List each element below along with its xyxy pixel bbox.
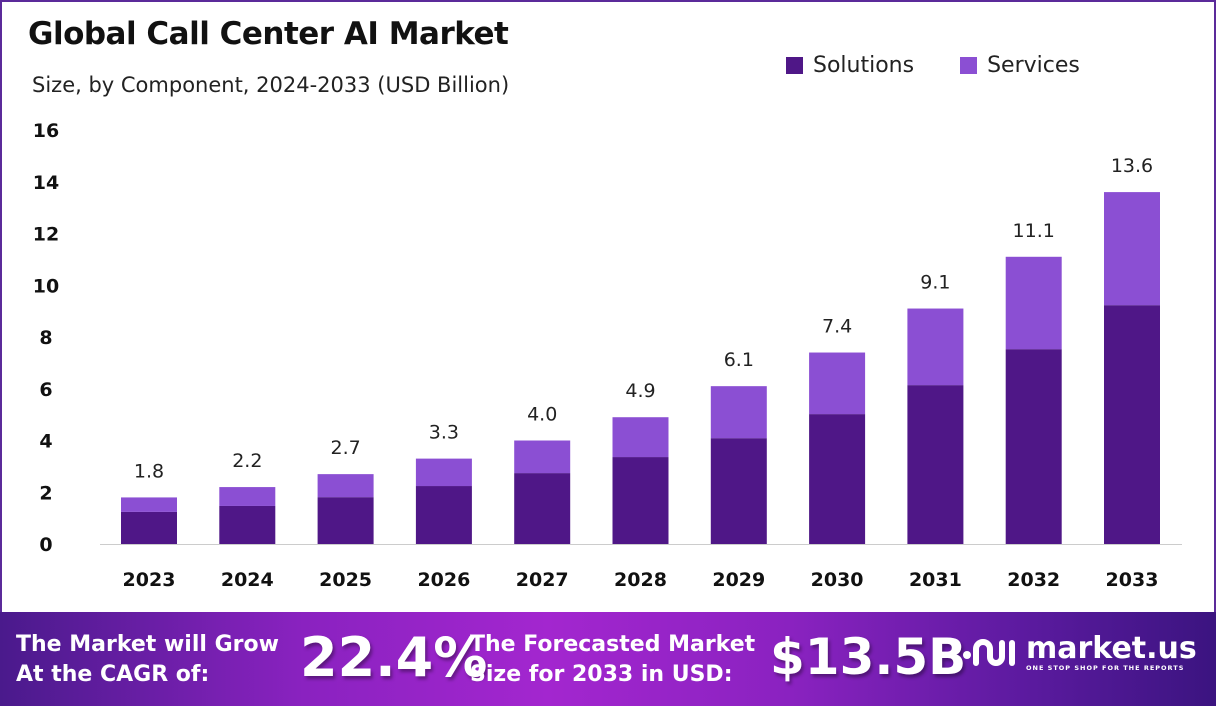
bar-solutions-2033	[1104, 305, 1160, 544]
chart-title: Global Call Center AI Market	[28, 16, 509, 52]
y-tick-label: 6	[39, 379, 52, 401]
bar-services-2032	[1005, 256, 1062, 350]
cagr-label-line2: At the CAGR of:	[16, 662, 210, 687]
bar-solutions-2030	[809, 414, 866, 544]
cagr-value: 22.4%	[300, 626, 488, 689]
x-tick-label: 2029	[712, 569, 765, 591]
legend: Solutions Services	[786, 53, 1080, 78]
bar-chart: 0 2 4 6 8 10 12 14 16 1.8 2023 2.2 2024 2.7 2025 3.3 202…	[33, 120, 1182, 591]
data-label-total: 9.1	[920, 272, 950, 294]
legend-item-services: Services	[960, 53, 1080, 78]
data-label-total: 7.4	[822, 316, 852, 338]
x-tick-label: 2031	[909, 569, 962, 591]
x-tick-label: 2032	[1007, 569, 1060, 591]
y-tick-label: 12	[33, 224, 59, 246]
forecast-label-line2: Size for 2033 in USD:	[470, 662, 733, 687]
bar-solutions-2032	[1005, 349, 1062, 544]
data-label-total: 6.1	[724, 349, 754, 371]
forecast-label: The Forecasted Market Size for 2033 in US…	[470, 630, 755, 690]
legend-item-solutions: Solutions	[786, 53, 914, 78]
bar-services-2027	[514, 440, 571, 474]
legend-swatch-services	[960, 57, 978, 74]
data-label-total: 4.0	[527, 404, 557, 426]
bar-solutions-2026	[415, 486, 472, 544]
bar-services-2024	[219, 487, 276, 506]
x-tick-label: 2033	[1106, 569, 1159, 591]
data-label-total: 11.1	[1013, 220, 1055, 242]
cagr-label-line1: The Market will Grow	[16, 632, 279, 657]
footer-banner: The Market will Grow At the CAGR of: 22.4…	[0, 612, 1216, 706]
y-tick-label: 14	[33, 172, 59, 194]
forecast-value: $13.5B	[770, 628, 967, 686]
legend-label-services: Services	[987, 53, 1080, 78]
bar-solutions-2031	[907, 385, 964, 544]
y-tick-label: 16	[33, 120, 59, 142]
x-tick-label: 2024	[221, 569, 274, 591]
chart-subtitle: Size, by Component, 2024-2033 (USD Billi…	[32, 73, 510, 97]
bar-solutions-2024	[219, 505, 276, 544]
bar-services-2023	[121, 497, 177, 512]
bar-services-2029	[710, 386, 767, 439]
legend-swatch-solutions	[786, 57, 803, 74]
data-label-total: 1.8	[134, 460, 164, 482]
bar-services-2026	[415, 458, 472, 487]
data-label-total: 4.9	[625, 380, 655, 402]
bar-solutions-2025	[317, 497, 374, 544]
legend-label-solutions: Solutions	[813, 53, 915, 78]
bar-services-2030	[809, 352, 866, 415]
y-tick-label: 10	[33, 275, 59, 297]
forecast-label-line1: The Forecasted Market	[470, 632, 756, 657]
x-tick-label: 2023	[123, 569, 176, 591]
data-label-total: 3.3	[429, 422, 459, 444]
x-tick-label: 2030	[811, 569, 864, 591]
y-tick-label: 8	[39, 327, 52, 349]
bar-solutions-2028	[612, 457, 669, 544]
y-tick-label: 2	[39, 482, 52, 504]
bar-solutions-2027	[514, 473, 571, 544]
cagr-label: The Market will Grow At the CAGR of:	[16, 630, 279, 690]
bar-services-2033	[1104, 192, 1160, 306]
logo-icon	[963, 639, 1015, 666]
bar-solutions-2029	[710, 438, 767, 544]
y-tick-label: 0	[39, 534, 52, 556]
logo-name: market.us	[1026, 631, 1197, 666]
market-us-logo: market.us ONE STOP SHOP FOR THE REPORTS	[962, 634, 1197, 672]
logo-tagline: ONE STOP SHOP FOR THE REPORTS	[1026, 664, 1185, 672]
bar-solutions-2023	[121, 511, 177, 544]
data-label-total: 2.7	[330, 437, 360, 459]
data-label-total: 2.2	[232, 450, 262, 472]
bar-services-2025	[317, 474, 374, 498]
y-tick-label: 4	[39, 431, 52, 453]
x-tick-label: 2027	[516, 569, 569, 591]
x-tick-label: 2025	[319, 569, 372, 591]
data-label-total: 13.6	[1111, 155, 1153, 177]
x-tick-label: 2028	[614, 569, 667, 591]
x-tick-label: 2026	[417, 569, 470, 591]
bar-services-2031	[907, 308, 964, 386]
bar-services-2028	[612, 417, 669, 458]
